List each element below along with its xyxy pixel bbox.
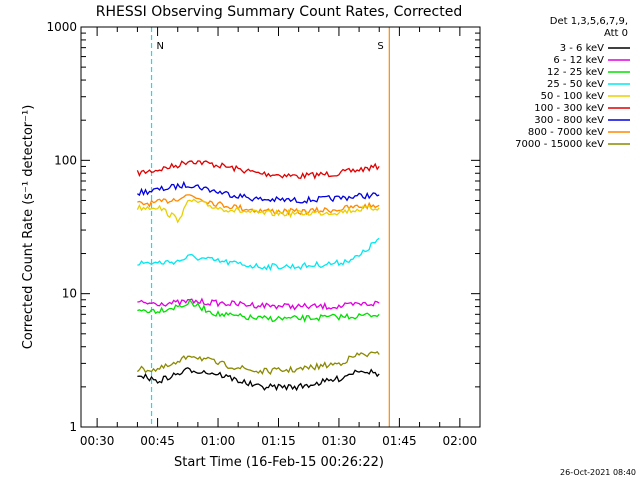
legend-header: Att 0 bbox=[604, 28, 628, 39]
x-tick-label: 02:00 bbox=[443, 434, 478, 448]
x-tick-label: 00:45 bbox=[140, 434, 175, 448]
y-tick-label: 1000 bbox=[46, 20, 77, 34]
x-tick-label: 01:45 bbox=[382, 434, 417, 448]
legend-entry-label: 50 - 100 keV bbox=[541, 91, 605, 102]
annotation-label-s: S bbox=[377, 41, 383, 52]
legend-entry-label: 6 - 12 keV bbox=[553, 55, 604, 66]
series-line-300-800-kev bbox=[137, 180, 380, 204]
series-line-12-25-kev bbox=[137, 298, 380, 323]
y-axis: 1 10 100 1000 bbox=[46, 20, 480, 434]
x-tick-label: 00:30 bbox=[80, 434, 115, 448]
legend-entry-label: 800 - 7000 keV bbox=[528, 127, 604, 138]
series-line-25-50-kev bbox=[137, 237, 380, 272]
legend-entry-label: 12 - 25 keV bbox=[547, 67, 604, 78]
series-line-3-6-kev bbox=[137, 367, 380, 392]
y-tick-label: 1 bbox=[69, 420, 77, 434]
chart-title: RHESSI Observing Summary Count Rates, Co… bbox=[96, 4, 462, 20]
footer-timestamp: 26-Oct-2021 08:40 bbox=[560, 468, 636, 477]
plot-frame bbox=[80, 26, 481, 428]
x-tick-label: 01:00 bbox=[201, 434, 236, 448]
legend-entry-label: 7000 - 15000 keV bbox=[515, 139, 604, 150]
legend-entry-label: 100 - 300 keV bbox=[534, 103, 604, 114]
legend-entry-label: 25 - 50 keV bbox=[547, 79, 604, 90]
annotation-label-n: N bbox=[157, 41, 164, 52]
series-line-7000-15000-kev bbox=[136, 350, 380, 375]
y-tick-label: 10 bbox=[62, 287, 77, 301]
legend-entry-label: 300 - 800 keV bbox=[534, 115, 604, 126]
x-tick-label: 01:15 bbox=[261, 434, 296, 448]
y-tick-label: 100 bbox=[54, 153, 77, 167]
series-line-50-100-kev bbox=[136, 198, 380, 224]
x-tick-label: 01:30 bbox=[322, 434, 357, 448]
y-axis-label: Corrected Count Rate (s⁻¹ detector⁻¹) bbox=[21, 105, 36, 350]
legend-header: Det 1,3,5,6,7,9, bbox=[550, 16, 628, 27]
series-line-800-7000-kev bbox=[137, 194, 380, 216]
x-axis-label: Start Time (16-Feb-15 00:26:22) bbox=[174, 455, 384, 470]
x-axis: 00:30 00:45 01:00 01:15 01:30 01:45 02:00 bbox=[80, 27, 477, 448]
series-line-100-300-kev bbox=[136, 160, 380, 180]
legend-entry-label: 3 - 6 keV bbox=[560, 43, 604, 54]
series-line-6-12-kev bbox=[137, 297, 380, 311]
